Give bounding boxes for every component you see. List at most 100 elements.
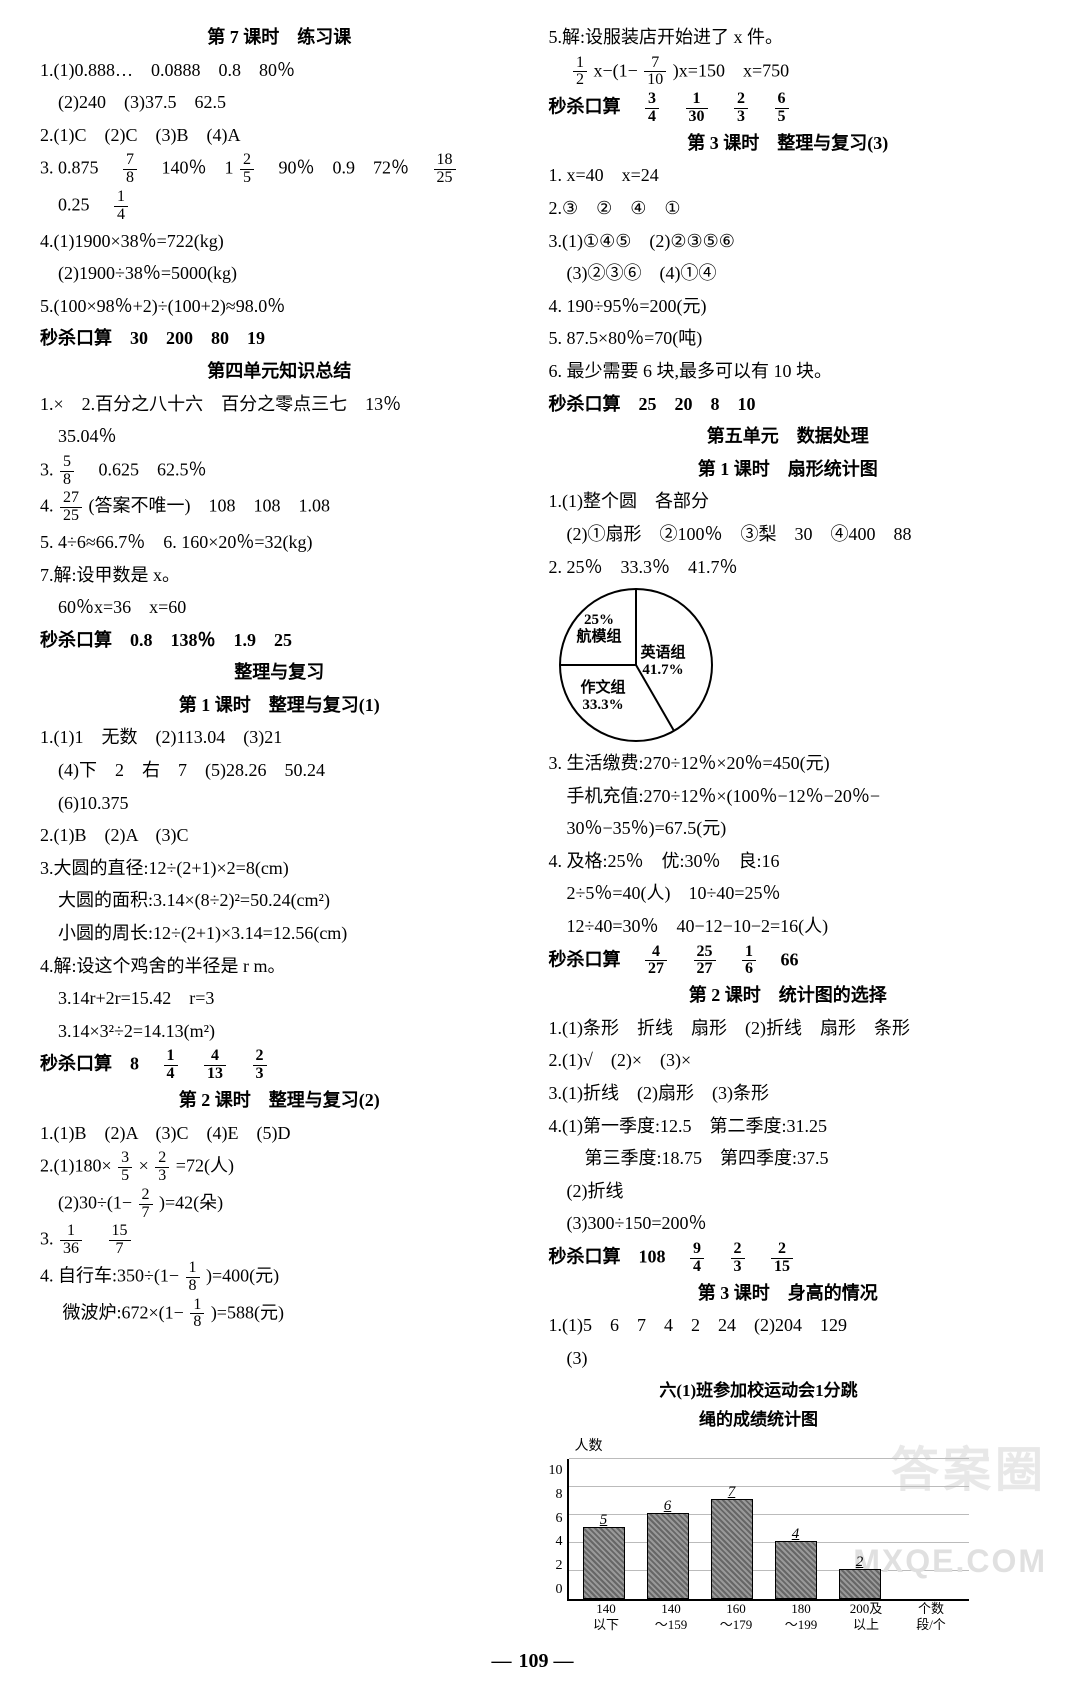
line: (2)折线 (549, 1176, 1028, 1207)
fraction: 130 (686, 91, 708, 126)
line: 4. 及格:25％ 优:30％ 良:16 (549, 846, 1028, 877)
line: 1.(1)5 6 7 4 2 24 (2)204 129 (549, 1310, 1028, 1341)
line: (2)30÷(1− 27 )=42(朵) (40, 1187, 519, 1222)
line: (3)②③⑥ (4)①④ (549, 258, 1028, 289)
fraction: 157 (109, 1223, 131, 1258)
heading: 第 2 课时 统计图的选择 (549, 980, 1028, 1011)
line: 秒杀口算 108 94 23 215 (549, 1241, 1028, 1276)
line: 7.解:设甲数是 x。 (40, 560, 519, 591)
fraction: 413 (204, 1048, 226, 1083)
line: 12÷40=30％ 40−12−10−2=16(人) (549, 911, 1028, 942)
line: 4. 2725 (答案不唯一) 108 108 1.08 (40, 490, 519, 525)
fraction: 1825 (434, 152, 456, 187)
fraction: 23 (734, 91, 748, 126)
fraction: 25 (240, 152, 254, 187)
line: 秒杀口算 8 14 413 23 (40, 1048, 519, 1083)
fraction: 14 (114, 189, 128, 224)
x-axis-labels: 140以下140～159160～179180～199200及以上个数段/个 (549, 1601, 969, 1632)
pie: 英语组41.7% 作文组33.3% 25%航模组 (559, 588, 713, 742)
line: 秒杀口算 427 2527 16 66 (549, 944, 1028, 979)
line: 12 x−(1− 710 )x=150 x=750 (549, 55, 1028, 90)
line: 1.× 2.百分之八十六 百分之零点三七 13％ (40, 389, 519, 420)
watermark-url: MXQE.COM (853, 1543, 1047, 1580)
line: 2.(1)√ (2)× (3)× (549, 1045, 1028, 1076)
page-footer: — 109 — (40, 1650, 1027, 1673)
line: 0.25 14 (40, 189, 519, 224)
fraction: 78 (123, 152, 137, 187)
line: 30％−35％)=67.5(元) (549, 813, 1028, 844)
line: 3. 58 0.625 62.5％ (40, 454, 519, 489)
line: 5.解:设服装店开始进了 x 件。 (549, 22, 1028, 53)
line: 4.解:设这个鸡舍的半径是 r m。 (40, 951, 519, 982)
line: 2. 25％ 33.3％ 41.7％ (549, 552, 1028, 583)
line: 4. 190÷95％=200(元) (549, 291, 1028, 322)
line: 60％x=36 x=60 (40, 592, 519, 623)
line: 35.04％ (40, 421, 519, 452)
fraction: 2527 (694, 944, 716, 979)
line: (3)300÷150=200％ (549, 1208, 1028, 1239)
fraction: 34 (645, 91, 659, 126)
fraction: 35 (118, 1150, 132, 1185)
heading: 第 1 课时 扇形统计图 (549, 454, 1028, 485)
line: 3.(1)折线 (2)扇形 (3)条形 (549, 1078, 1028, 1109)
line: (4)下 2 右 7 (5)28.26 50.24 (40, 755, 519, 786)
line: 3.(1)①④⑤ (2)②③⑤⑥ (549, 226, 1028, 257)
fraction: 18 (190, 1297, 204, 1332)
fraction: 2725 (60, 490, 82, 525)
fraction: 27 (139, 1187, 153, 1222)
fraction: 12 (573, 55, 587, 90)
heading: 整理与复习 (40, 657, 519, 688)
line: 1.(1)条形 折线 扇形 (2)折线 扇形 条形 (549, 1013, 1028, 1044)
line: 3.大圆的直径:12÷(2+1)×2=8(cm) (40, 853, 519, 884)
line: 手机充值:270÷12％×(100％−12％−20％− (549, 781, 1028, 812)
line: (2)240 (3)37.5 62.5 (40, 87, 519, 118)
pie-chart: 英语组41.7% 作文组33.3% 25%航模组 (559, 588, 1028, 742)
y-axis: 1086420 (549, 1459, 567, 1599)
line: 6. 最少需要 6 块,最多可以有 10 块。 (549, 356, 1028, 387)
line: 4.(1)第一季度:12.5 第二季度:31.25 (549, 1111, 1028, 1142)
line: 3. 136 157 (40, 1223, 519, 1258)
line: 秒杀口算 0.8 138％ 1.9 25 (40, 625, 519, 656)
fraction: 58 (60, 454, 74, 489)
line: 2÷5％=40(人) 10÷40=25％ (549, 878, 1028, 909)
bar-chart: 六(1)班参加校运动会1分跳绳的成绩统计图 人数 1086420 56742 1… (549, 1377, 969, 1632)
line: 大圆的面积:3.14×(8÷2)²=50.24(cm²) (40, 885, 519, 916)
fraction: 136 (60, 1223, 82, 1258)
line: 秒杀口算 34 130 23 65 (549, 91, 1028, 126)
line: 小圆的周长:12÷(2+1)×3.14=12.56(cm) (40, 918, 519, 949)
line: 3.14×3²÷2=14.13(m²) (40, 1016, 519, 1047)
fraction: 215 (771, 1241, 793, 1276)
line: 秒杀口算 25 20 8 10 (549, 389, 1028, 420)
line: (2)1900÷38％=5000(kg) (40, 258, 519, 289)
heading: 第五单元 数据处理 (549, 421, 1028, 452)
page: 第 7 课时 练习课 1.(1)0.888… 0.0888 0.8 80％ (2… (40, 20, 1027, 1632)
line: (2)①扇形 ②100％ ③梨 30 ④400 88 (549, 519, 1028, 550)
right-column: 5.解:设服装店开始进了 x 件。 12 x−(1− 710 )x=150 x=… (549, 20, 1028, 1632)
line: 5. 4÷6≈66.7％ 6. 160×20％=32(kg) (40, 527, 519, 558)
fraction: 18 (186, 1260, 200, 1295)
heading: 第 2 课时 整理与复习(2) (40, 1085, 519, 1116)
line: 1.(1)0.888… 0.0888 0.8 80％ (40, 55, 519, 86)
line: 3. 生活缴费:270÷12％×20％=450(元) (549, 748, 1028, 779)
left-column: 第 7 课时 练习课 1.(1)0.888… 0.0888 0.8 80％ (2… (40, 20, 519, 1632)
line: 微波炉:672×(1− 18 )=588(元) (40, 1297, 519, 1332)
line: (6)10.375 (40, 788, 519, 819)
fraction: 65 (775, 91, 789, 126)
bar-chart-title: 六(1)班参加校运动会1分跳绳的成绩统计图 (549, 1377, 969, 1435)
line: 4.(1)1900×38％=722(kg) (40, 226, 519, 257)
fraction: 23 (731, 1241, 745, 1276)
line: 2.(1)180× 35 × 23 =72(人) (40, 1150, 519, 1185)
fraction: 710 (644, 55, 666, 90)
line: 2.③ ② ④ ① (549, 193, 1028, 224)
line: 3.14r+2r=15.42 r=3 (40, 983, 519, 1014)
line: 2.(1)B (2)A (3)C (40, 820, 519, 851)
fraction: 23 (155, 1150, 169, 1185)
line: 3. 0.875 78 140％ 1 25 90％ 0.9 72％ 1825 (40, 152, 519, 187)
line: 1.(1)B (2)A (3)C (4)E (5)D (40, 1118, 519, 1149)
line: 第三季度:18.75 第四季度:37.5 (549, 1143, 1028, 1174)
fraction: 23 (253, 1048, 267, 1083)
fraction: 94 (690, 1241, 704, 1276)
fraction: 16 (742, 944, 756, 979)
fraction: 427 (645, 944, 667, 979)
line: 1.(1)整个圆 各部分 (549, 486, 1028, 517)
